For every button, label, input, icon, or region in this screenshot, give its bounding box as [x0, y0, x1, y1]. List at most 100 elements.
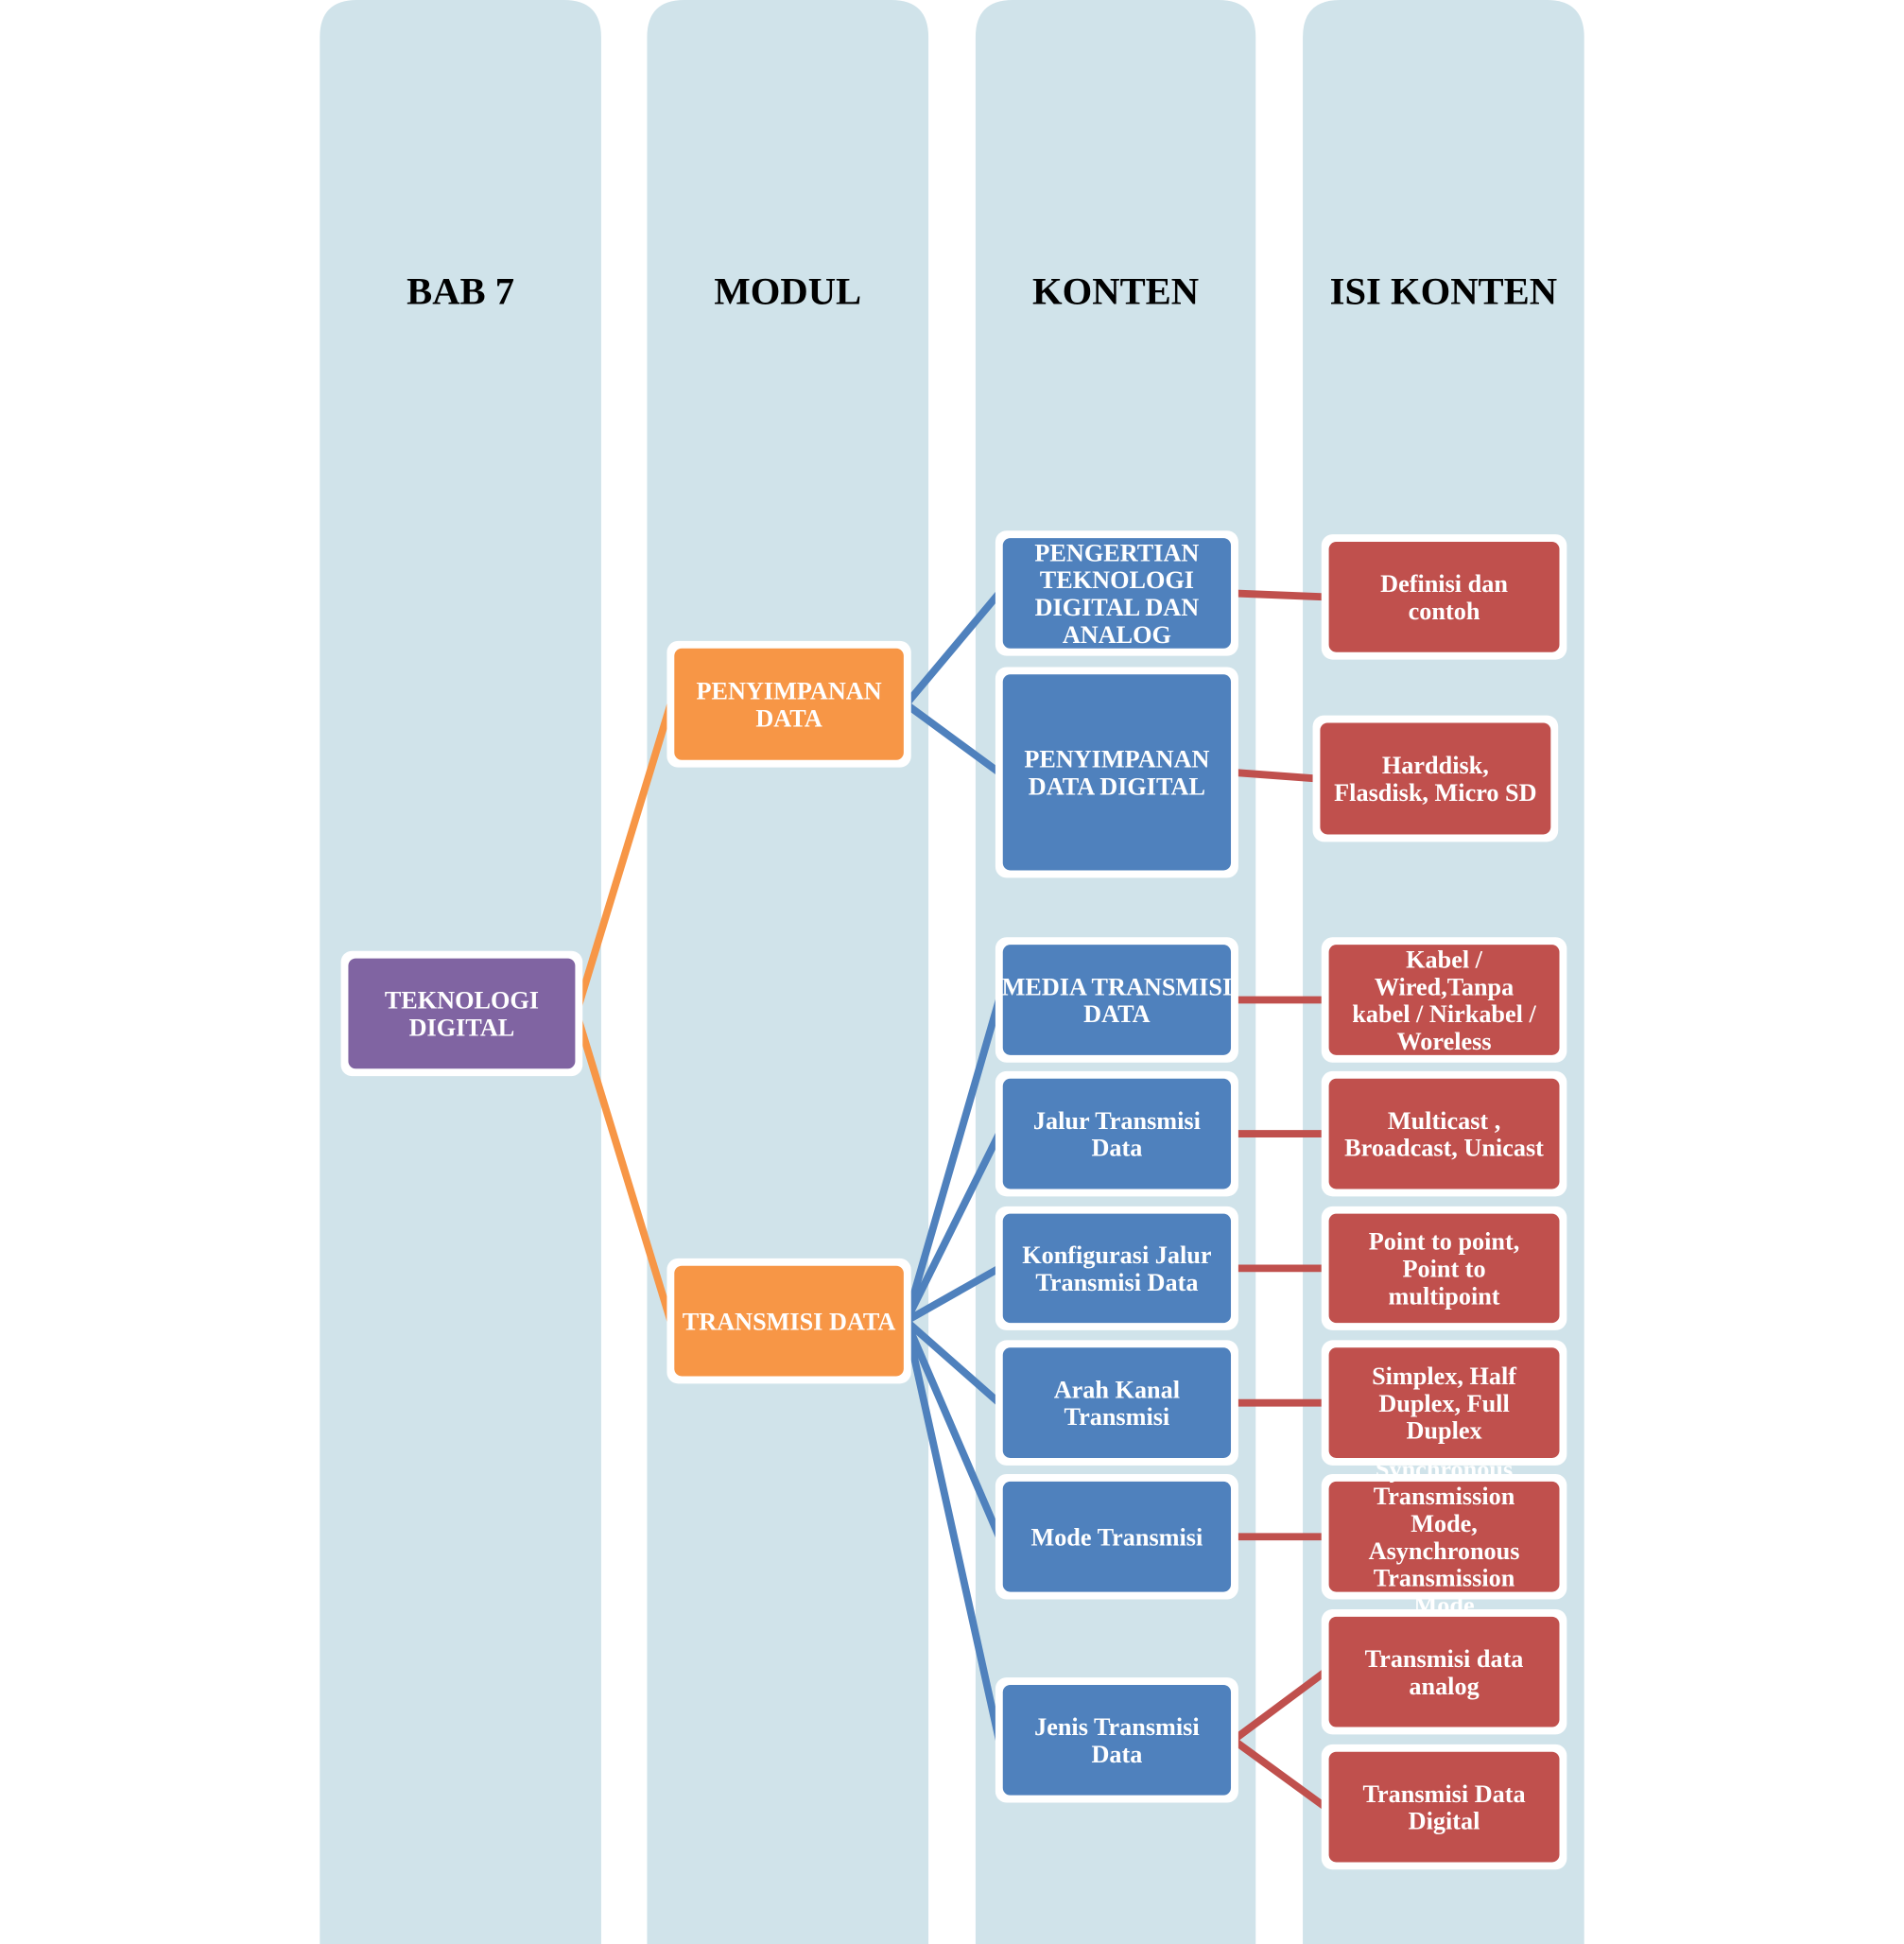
node-root[interactable]: TEKNOLOGI DIGITAL: [340, 950, 583, 1077]
node-isi-fill: [1328, 1347, 1560, 1458]
node-isi[interactable]: Harddisk, Flasdisk, Micro SD: [1312, 715, 1559, 842]
label-line: ANALOG: [1063, 621, 1171, 649]
node-isi[interactable]: Transmisi data analog: [1321, 1608, 1567, 1735]
node-konten-label: Jalur Transmisi Data: [1033, 1107, 1201, 1162]
column-1: [647, 0, 929, 1944]
node-isi-fill: [1328, 1481, 1560, 1592]
node-modul[interactable]: TRANSMISI DATA: [666, 1258, 911, 1384]
node-modul-label: TRANSMISI DATA: [683, 1308, 896, 1335]
node-isi[interactable]: Point to point, Point to multipoint: [1321, 1206, 1567, 1330]
label-line: Kabel /: [1406, 946, 1483, 973]
label-line: Transmisi Data: [1035, 1269, 1198, 1296]
label-line: Duplex, Full: [1378, 1390, 1509, 1417]
modul-konten-connector: [904, 701, 1002, 776]
node-konten-fill: [1002, 538, 1232, 649]
label-line: Woreless: [1397, 1028, 1492, 1055]
modul-konten-connector: [903, 590, 1002, 707]
label-line: Point to point,: [1369, 1228, 1520, 1256]
node-konten-label: Konfigurasi Jalur Transmisi Data: [1022, 1241, 1212, 1296]
node-modul-label: PENYIMPANAN DATA: [697, 678, 882, 733]
root-modul-connector: [572, 703, 675, 1015]
node-isi-label: Transmisi Data Digital: [1362, 1780, 1525, 1835]
node-isi-label: Harddisk, Flasdisk, Micro SD: [1334, 752, 1536, 807]
node-konten-label: Mode Transmisi: [1030, 1523, 1203, 1551]
node-isi-fill: [1320, 722, 1551, 835]
node-modul-fill: [674, 648, 904, 760]
label-line: DIGITAL: [409, 1015, 515, 1042]
column-header: BAB 7: [407, 269, 514, 312]
node-isi-fill: [1328, 1616, 1560, 1727]
node-konten[interactable]: MEDIA TRANSMISI DATA: [995, 937, 1238, 1063]
node-konten[interactable]: Arah Kanal Transmisi: [995, 1340, 1238, 1466]
konten-isi-connector: [1231, 1669, 1328, 1744]
node-isi-fill: [1328, 1751, 1560, 1863]
column-header: KONTEN: [1032, 269, 1199, 312]
label-line: contoh: [1409, 598, 1480, 625]
node-isi-label: Transmisi data analog: [1365, 1645, 1524, 1700]
node-isi[interactable]: Definisi dan contoh: [1321, 534, 1567, 660]
label-line: Broadcast, Unicast: [1344, 1135, 1544, 1162]
node-isi[interactable]: Simplex, Half Duplex, Full Duplex: [1321, 1340, 1567, 1466]
label-line: Arah Kanal: [1054, 1376, 1180, 1403]
modul-konten-connector: [902, 1132, 1003, 1323]
node-modul[interactable]: PENYIMPANAN DATA: [666, 640, 911, 768]
label-line: Asynchronous: [1369, 1537, 1520, 1565]
node-konten-fill: [1002, 674, 1232, 871]
label-line: PENYIMPANAN: [697, 678, 882, 705]
node-modul-fill: [674, 1265, 904, 1377]
node-root-fill: [348, 958, 576, 1069]
node-isi[interactable]: Transmisi Data Digital: [1321, 1744, 1567, 1870]
label-line: Simplex, Half: [1372, 1363, 1516, 1390]
node-konten-label: MEDIA TRANSMISI DATA: [1002, 973, 1233, 1028]
node-isi-fill: [1328, 1078, 1560, 1189]
label-line: Mode,: [1411, 1510, 1478, 1537]
node-konten[interactable]: Konfigurasi Jalur Transmisi Data: [995, 1206, 1238, 1330]
label-line: Harddisk,: [1382, 752, 1489, 779]
modul-konten-connector: [902, 998, 1003, 1323]
konten-isi-connector: [1233, 768, 1317, 783]
node-konten-label: PENGERTIAN TEKNOLOGI DIGITAL DAN ANALOG: [1034, 539, 1199, 649]
node-isi-label: Multicast , Broadcast, Unicast: [1344, 1107, 1544, 1162]
node-isi[interactable]: Multicast , Broadcast, Unicast: [1321, 1070, 1567, 1197]
label-line: kabel / Nirkabel /: [1352, 1000, 1536, 1028]
modul-konten-connector: [902, 1319, 1003, 1538]
node-isi-fill: [1328, 542, 1560, 652]
node-isi-label: Kabel / Wired,Tanpa kabel / Nirkabel / Wore…: [1352, 946, 1536, 1055]
label-line: Multicast ,: [1388, 1107, 1500, 1135]
node-isi-label: Simplex, Half Duplex, Full Duplex: [1372, 1363, 1516, 1445]
label-line: Digital: [1409, 1808, 1480, 1835]
label-line: DATA: [755, 704, 822, 732]
node-konten[interactable]: Jenis Transmisi Data: [995, 1677, 1238, 1803]
modul-konten-connector: [902, 1320, 1003, 1742]
column-header: MODUL: [714, 269, 861, 312]
label-line: Jenis Transmisi: [1034, 1713, 1200, 1741]
node-isi[interactable]: Synchronous Transmission Mode, Asynchronous…: [1321, 1455, 1567, 1620]
node-isi-fill: [1328, 945, 1560, 1055]
label-line: PENGERTIAN: [1034, 539, 1199, 566]
label-line: Duplex: [1406, 1417, 1481, 1445]
label-line: Wired,Tanpa: [1375, 973, 1514, 1000]
label-line: Transmission: [1374, 1565, 1515, 1592]
node-isi-fill: [1328, 1213, 1560, 1324]
node-konten-fill: [1002, 1078, 1232, 1189]
label-line: Transmisi: [1065, 1403, 1170, 1431]
node-isi[interactable]: Kabel / Wired,Tanpa kabel / Nirkabel / Wore…: [1321, 937, 1567, 1063]
node-root-label: TEKNOLOGI DIGITAL: [385, 987, 539, 1042]
label-line: Transmisi Data: [1362, 1780, 1525, 1808]
label-line: Transmisi data: [1365, 1645, 1524, 1673]
label-line: analog: [1409, 1673, 1479, 1700]
label-line: Transmission: [1374, 1483, 1515, 1510]
node-isi-label: Point to point, Point to multipoint: [1369, 1228, 1520, 1310]
node-konten[interactable]: PENYIMPANAN DATA DIGITAL: [995, 667, 1238, 878]
label-line: DATA DIGITAL: [1029, 772, 1205, 800]
label-line: TRANSMISI DATA: [683, 1308, 896, 1335]
node-konten[interactable]: Jalur Transmisi Data: [995, 1070, 1238, 1197]
modul-konten-connector: [904, 1264, 1001, 1325]
node-isi-label: Definisi dan contoh: [1380, 570, 1508, 625]
label-line: Flasdisk, Micro SD: [1334, 779, 1536, 807]
node-konten[interactable]: PENGERTIAN TEKNOLOGI DIGITAL DAN ANALOG: [995, 530, 1238, 656]
label-line: DIGITAL DAN: [1035, 594, 1200, 621]
node-konten[interactable]: Mode Transmisi: [995, 1474, 1238, 1600]
label-line: TEKNOLOGI: [385, 987, 539, 1015]
